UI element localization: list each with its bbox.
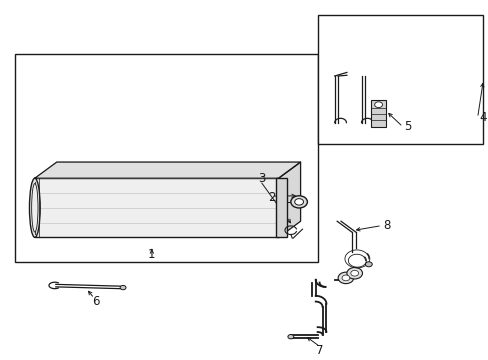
Circle shape bbox=[337, 272, 353, 284]
Text: 2: 2 bbox=[267, 192, 275, 204]
Text: 4: 4 bbox=[479, 112, 486, 125]
Bar bbox=[35, 178, 278, 237]
Ellipse shape bbox=[29, 178, 40, 237]
Polygon shape bbox=[278, 162, 300, 237]
Ellipse shape bbox=[32, 184, 38, 232]
Circle shape bbox=[341, 275, 349, 281]
Circle shape bbox=[374, 102, 382, 108]
Circle shape bbox=[290, 196, 307, 208]
Polygon shape bbox=[35, 162, 300, 178]
Text: 6: 6 bbox=[92, 295, 100, 308]
Circle shape bbox=[365, 262, 371, 267]
Bar bbox=[317, 15, 483, 144]
Circle shape bbox=[350, 270, 358, 276]
Circle shape bbox=[346, 267, 362, 279]
Circle shape bbox=[120, 285, 126, 290]
Text: 1: 1 bbox=[148, 248, 155, 261]
Circle shape bbox=[287, 334, 293, 339]
Circle shape bbox=[294, 199, 303, 205]
Bar bbox=[276, 178, 286, 237]
Bar bbox=[15, 54, 317, 262]
Bar bbox=[370, 100, 385, 127]
Text: 5: 5 bbox=[404, 121, 411, 134]
Text: 8: 8 bbox=[383, 219, 390, 232]
Text: 7: 7 bbox=[316, 344, 323, 357]
Text: 3: 3 bbox=[258, 172, 265, 185]
